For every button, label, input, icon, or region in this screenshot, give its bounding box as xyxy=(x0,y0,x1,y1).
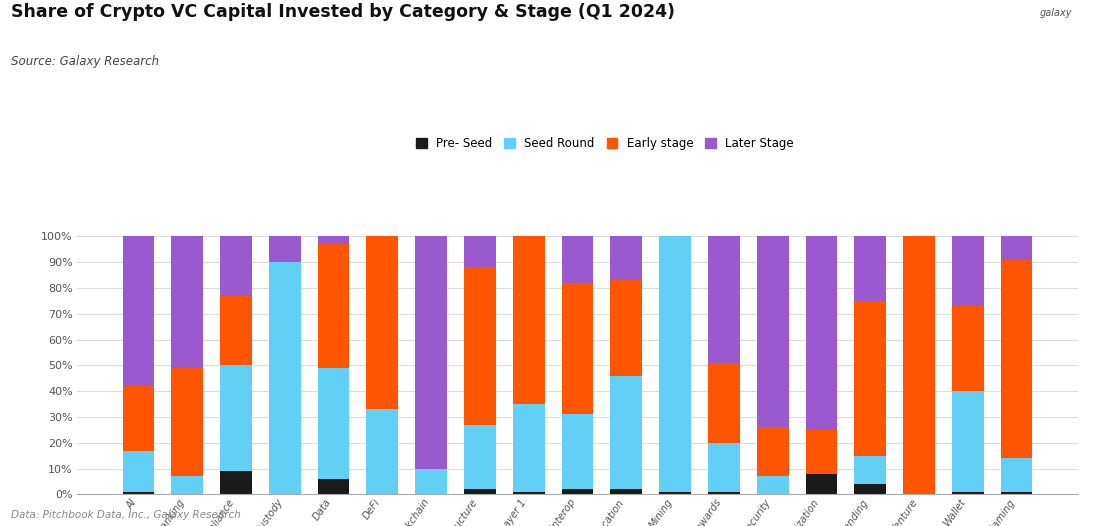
Bar xyxy=(220,296,252,366)
Bar xyxy=(610,376,642,489)
Bar xyxy=(513,404,544,492)
Bar xyxy=(416,469,447,494)
Bar xyxy=(366,409,398,494)
Bar xyxy=(855,236,887,301)
Bar xyxy=(416,236,447,469)
Bar xyxy=(464,425,496,489)
Bar xyxy=(318,236,350,244)
Bar xyxy=(659,492,691,494)
Bar xyxy=(318,244,350,368)
Bar xyxy=(708,443,739,492)
Bar xyxy=(513,492,544,494)
Bar xyxy=(952,306,983,391)
Text: Source: Galaxy Research: Source: Galaxy Research xyxy=(11,55,159,68)
Bar xyxy=(1001,260,1033,458)
Bar xyxy=(122,236,154,386)
Bar xyxy=(122,492,154,494)
Text: galaxy: galaxy xyxy=(1040,8,1072,18)
Bar xyxy=(464,489,496,494)
Bar xyxy=(318,368,350,479)
Bar xyxy=(757,236,789,427)
Bar xyxy=(464,236,496,267)
Bar xyxy=(757,427,789,477)
Legend: Pre- Seed, Seed Round, Early stage, Later Stage: Pre- Seed, Seed Round, Early stage, Late… xyxy=(414,135,796,153)
Bar xyxy=(220,366,252,471)
Bar xyxy=(318,479,350,494)
Bar xyxy=(708,492,739,494)
Bar xyxy=(122,386,154,451)
Bar xyxy=(610,236,642,280)
Bar xyxy=(268,236,300,262)
Bar xyxy=(708,236,739,363)
Bar xyxy=(757,477,789,494)
Bar xyxy=(855,484,887,494)
Bar xyxy=(562,283,593,414)
Bar xyxy=(610,280,642,376)
Bar xyxy=(513,236,544,404)
Bar xyxy=(952,492,983,494)
Bar xyxy=(805,430,837,474)
Bar xyxy=(562,414,593,489)
Bar xyxy=(1001,492,1033,494)
Bar xyxy=(1001,458,1033,492)
Bar xyxy=(952,236,983,306)
Text: Data: Pitchbook Data, Inc., Galaxy Research: Data: Pitchbook Data, Inc., Galaxy Resea… xyxy=(11,510,241,520)
Bar xyxy=(952,391,983,492)
Bar xyxy=(805,474,837,494)
Bar xyxy=(855,301,887,456)
Bar xyxy=(268,262,300,494)
Bar xyxy=(464,267,496,425)
Bar xyxy=(1001,236,1033,260)
Bar xyxy=(903,236,935,494)
Bar xyxy=(220,236,252,296)
Bar xyxy=(172,236,204,368)
Bar xyxy=(366,236,398,409)
Bar xyxy=(562,236,593,283)
Bar xyxy=(172,368,204,477)
Bar xyxy=(708,363,739,443)
Bar xyxy=(610,489,642,494)
Bar xyxy=(562,489,593,494)
Bar xyxy=(855,456,887,484)
Bar xyxy=(122,451,154,492)
Bar xyxy=(172,477,204,494)
Bar xyxy=(220,471,252,494)
Bar xyxy=(659,236,691,492)
Text: Share of Crypto VC Capital Invested by Category & Stage (Q1 2024): Share of Crypto VC Capital Invested by C… xyxy=(11,3,675,21)
Bar xyxy=(805,236,837,430)
